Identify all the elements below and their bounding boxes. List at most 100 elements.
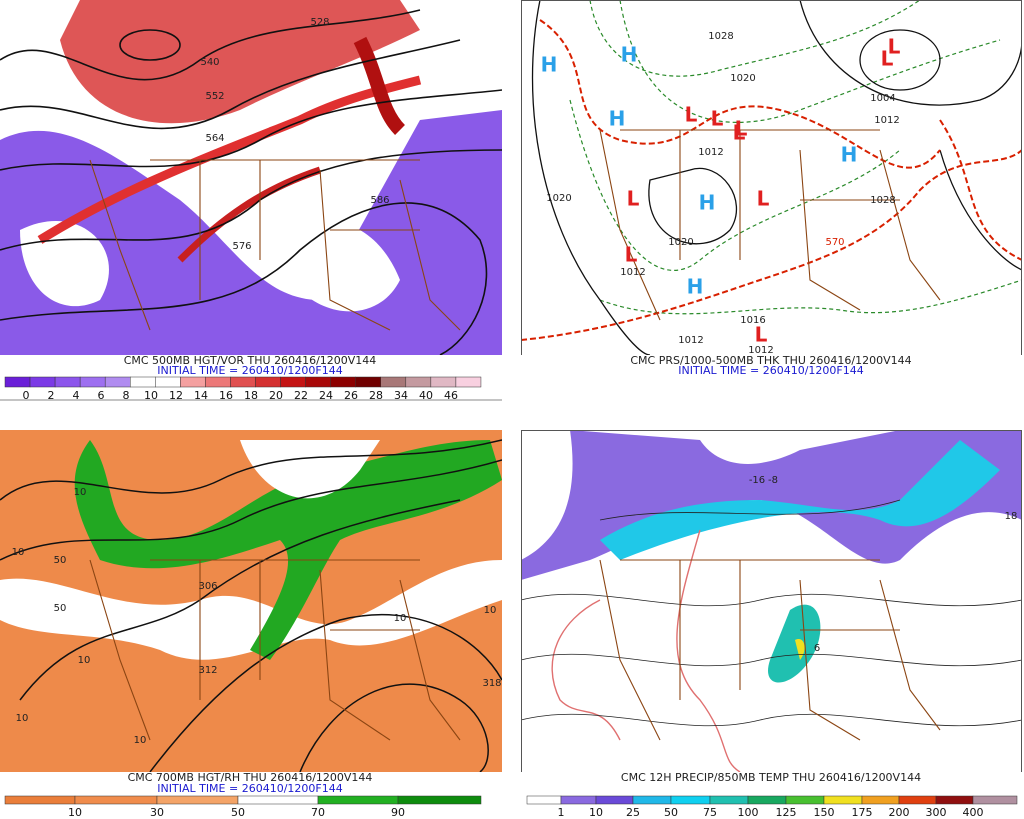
- map-label: 1012: [698, 147, 723, 158]
- colorbar-swatch: [595, 795, 634, 805]
- colorbar-label: 400: [963, 806, 984, 819]
- colorbar-label: 2: [48, 389, 55, 402]
- colorbar-label: 30: [150, 806, 164, 819]
- map-label: 50: [54, 555, 67, 566]
- colorbar-label: 125: [776, 806, 797, 819]
- colorbar-label: 50: [664, 806, 678, 819]
- map-label: 1020: [546, 193, 571, 204]
- map-label: 306: [198, 581, 217, 592]
- colorbar-swatch: [526, 795, 562, 805]
- colorbar-label: 24: [319, 389, 333, 402]
- colorbar-swatch: [747, 795, 787, 805]
- map-label: H: [541, 53, 558, 77]
- colorbar-swatch: [670, 795, 711, 805]
- map-label: 570: [825, 237, 844, 248]
- map-label: 1004: [870, 93, 895, 104]
- map-label: L: [627, 187, 640, 211]
- map-500mb: [0, 0, 502, 355]
- colorbar-label: 0: [23, 389, 30, 402]
- panel-title: CMC PRS/1000-500MB THK THU 260416/1200V1…: [630, 354, 911, 367]
- map-pressure-thickness: [521, 0, 1022, 355]
- colorbar-label: 20: [269, 389, 283, 402]
- colorbar-swatch: [397, 795, 482, 805]
- colorbar-label: 90: [391, 806, 405, 819]
- colorbar-swatch: [935, 795, 974, 805]
- colorbar-label: 46: [444, 389, 458, 402]
- colorbar-swatch: [972, 795, 1018, 805]
- colorbar-swatch: [156, 795, 239, 805]
- colorbar-swatch: [330, 376, 356, 388]
- map-label: 10: [134, 735, 147, 746]
- colorbar-swatch: [4, 376, 31, 388]
- colorbar-label: 16: [219, 389, 233, 402]
- map-label: 1020: [730, 73, 755, 84]
- colorbar-label: 50: [231, 806, 245, 819]
- map-label: H: [699, 191, 716, 215]
- map-label: 1028: [870, 195, 895, 206]
- colorbar-swatch: [709, 795, 749, 805]
- colorbar-swatch: [180, 376, 206, 388]
- initial-time: INITIAL TIME = 260410/1200F144: [157, 364, 342, 377]
- map-label: L: [757, 187, 770, 211]
- colorbar-swatch: [632, 795, 672, 805]
- initial-time: INITIAL TIME = 260410/1200F144: [678, 364, 863, 377]
- map-label: L: [711, 107, 724, 131]
- colorbar-swatch: [823, 795, 863, 805]
- colorbar-label: 28: [369, 389, 383, 402]
- map-label: L: [625, 243, 638, 267]
- map-label: 10: [484, 605, 497, 616]
- colorbar-label: 200: [889, 806, 910, 819]
- map-label: L: [735, 117, 748, 141]
- map-label: 10: [78, 655, 91, 666]
- colorbar-label: 18: [244, 389, 258, 402]
- map-label: 10: [12, 547, 25, 558]
- map-label: L: [888, 35, 901, 59]
- colorbar-label: 75: [703, 806, 717, 819]
- colorbar-label: 100: [738, 806, 759, 819]
- map-label: H: [609, 107, 626, 131]
- map-label: L: [881, 47, 894, 71]
- map-label: 1012: [874, 115, 899, 126]
- colorbar-label: 1: [558, 806, 565, 819]
- colorbar-swatch: [405, 376, 432, 388]
- map-label: 1020: [668, 237, 693, 248]
- colorbar-swatch: [305, 376, 331, 388]
- map-label: 50: [54, 603, 67, 614]
- map-label: H: [841, 143, 858, 167]
- map-label: 564: [205, 133, 224, 144]
- map-label: 1012: [620, 267, 645, 278]
- colorbar-swatch: [74, 795, 158, 805]
- colorbar-label: 25: [626, 806, 640, 819]
- colorbar-swatch: [205, 376, 231, 388]
- map-label: 1012: [748, 345, 773, 356]
- colorbar-label: 150: [814, 806, 835, 819]
- colorbar-swatch: [155, 376, 181, 388]
- map-label: L: [685, 103, 698, 127]
- map-label: 1016: [740, 315, 765, 326]
- map-precip-temp: [521, 430, 1022, 772]
- colorbar-swatch: [54, 376, 81, 388]
- colorbar-label: 10: [589, 806, 603, 819]
- colorbar-swatch: [430, 376, 457, 388]
- colorbar-swatch: [104, 376, 131, 388]
- colorbar-label: 40: [419, 389, 433, 402]
- map-label: 1012: [678, 335, 703, 346]
- colorbar-swatch: [29, 376, 56, 388]
- colorbar-swatch: [560, 795, 597, 805]
- colorbar-label: 4: [73, 389, 80, 402]
- map-label: H: [687, 275, 704, 299]
- colorbar-label: 14: [194, 389, 208, 402]
- panel-title: CMC 500MB HGT/VOR THU 260416/1200V144: [124, 354, 377, 367]
- colorbar-swatch: [317, 795, 399, 805]
- map-label: H: [621, 43, 638, 67]
- map-label: 10: [16, 713, 29, 724]
- colorbar-swatch: [898, 795, 937, 805]
- colorbar-label: 12: [169, 389, 183, 402]
- map-label: 576: [232, 241, 251, 252]
- colorbar-label: 8: [123, 389, 130, 402]
- map-label: 586: [370, 195, 389, 206]
- colorbar-swatch: [237, 795, 319, 805]
- panel-title: CMC 700MB HGT/RH THU 260416/1200V144: [128, 771, 373, 784]
- map-label: 540: [200, 57, 219, 68]
